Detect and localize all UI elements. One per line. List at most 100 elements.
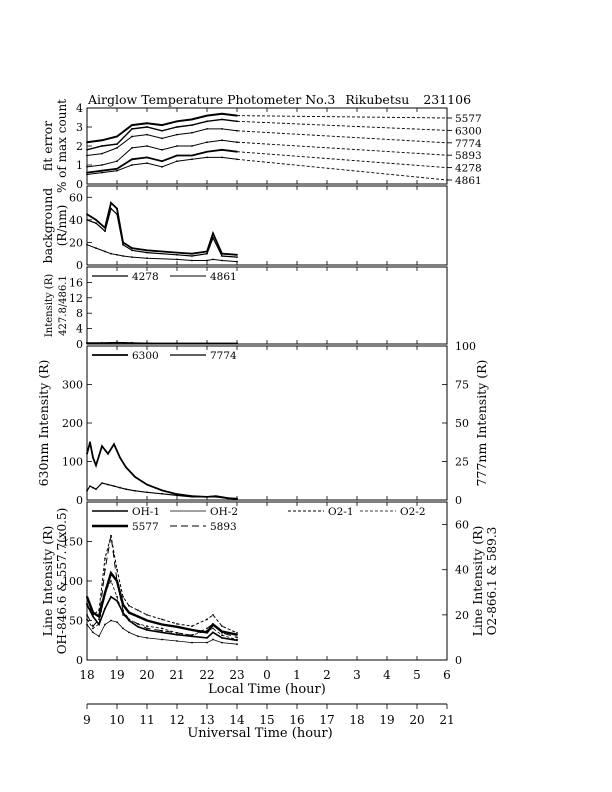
y-tick-label: 8 (76, 307, 83, 320)
data-point-7774 (113, 485, 115, 487)
right-series-label: 4278 (455, 163, 482, 175)
legend-label: OH-2 (210, 506, 238, 518)
data-point-7774 (236, 497, 238, 500)
data-point-c (191, 259, 193, 262)
data-point-O2-2 (116, 595, 118, 598)
data-point-6300 (131, 127, 133, 130)
data-point-6300 (92, 456, 94, 459)
data-point-a (131, 247, 133, 250)
local-tick-label: 22 (199, 668, 214, 682)
data-point-4861 (101, 171, 103, 174)
data-point-6300 (125, 466, 127, 469)
universal-tick-label: 18 (349, 713, 364, 727)
y-tick-label-right: 40 (455, 564, 469, 577)
data-point-7774 (119, 486, 121, 489)
data-point-7774 (86, 154, 88, 157)
data-point-4278 (86, 171, 88, 174)
y-axis-label: Line Intensity (R) (40, 526, 55, 637)
data-point-4861 (116, 341, 118, 344)
legend-label: 5577 (132, 521, 159, 533)
data-point-5577 (101, 139, 103, 142)
series-line-a (86, 201, 238, 256)
data-point-O2-2 (221, 634, 223, 637)
data-point-OH-2 (98, 635, 100, 638)
data-point-4861 (206, 342, 208, 345)
y-axis-label: Intensity (R) (44, 274, 55, 337)
data-point-4278 (191, 154, 193, 157)
local-tick-label: 20 (139, 668, 154, 682)
data-point-6300 (86, 148, 88, 151)
data-point-a (86, 213, 88, 216)
label-leader (236, 130, 448, 144)
data-point-O2-2 (236, 638, 238, 641)
data-point-5577 (236, 633, 238, 636)
data-point-OH-2 (86, 623, 88, 626)
data-point-5893 (176, 145, 178, 147)
data-point-4861 (116, 169, 118, 172)
local-tick-label: 2 (323, 668, 331, 682)
data-point-5577 (92, 611, 94, 614)
label-leader (236, 151, 448, 169)
y-tick-label: 150 (62, 536, 83, 549)
data-point-5577 (131, 124, 133, 126)
y-tick-label: 0 (76, 338, 83, 351)
data-point-c (131, 256, 133, 258)
y-tick-label-right: 50 (455, 417, 469, 430)
data-point-5577 (221, 112, 223, 115)
data-point-a (110, 202, 112, 204)
data-point-5893 (146, 627, 148, 630)
y-tick-label-right: 100 (455, 340, 476, 353)
data-point-O2-1 (221, 625, 223, 627)
data-point-O2-2 (86, 618, 88, 621)
data-point-4278 (161, 160, 163, 163)
series-line-6300 (86, 118, 238, 151)
y-axis-label-right: 777nm Intensity (R) (474, 360, 489, 487)
data-point-6300 (206, 120, 208, 123)
data-point-4861 (86, 173, 88, 176)
data-point-5893 (212, 623, 214, 625)
data-point-7774 (134, 489, 136, 492)
local-tick-label: 21 (169, 668, 184, 682)
data-point-c (110, 252, 112, 255)
data-point-a (116, 207, 118, 210)
universal-tick-label: 19 (379, 713, 394, 727)
data-point-O2-2 (110, 580, 112, 582)
data-point-O2-1 (104, 557, 106, 560)
label-leader (236, 141, 448, 156)
panel-intensity_4278_4861: 0 4 8 12 16 Intensity (R) 427.8/486.1 4278 4861 (44, 266, 448, 351)
data-point-7774 (176, 494, 178, 497)
local-tick-label: 18 (79, 668, 94, 682)
data-point-5577 (191, 629, 193, 631)
data-point-6300 (221, 118, 223, 121)
data-point-5893 (86, 614, 88, 616)
data-point-7774 (89, 485, 91, 487)
data-point-5893 (161, 148, 163, 151)
data-point-4861 (221, 156, 223, 159)
data-point-c (146, 257, 148, 260)
data-point-a (146, 249, 148, 252)
data-point-5577 (206, 114, 208, 117)
data-point-4278 (146, 156, 148, 159)
data-point-c (122, 255, 124, 257)
data-point-OH-2 (92, 631, 94, 634)
universal-tick-label: 16 (289, 713, 304, 727)
y-tick-label-right: 0 (455, 654, 462, 667)
data-point-5893 (176, 632, 178, 634)
data-point-O2-1 (128, 604, 130, 607)
legend-label: O2-2 (400, 506, 426, 518)
y-tick-label-right: 60 (455, 519, 469, 532)
data-point-OH-1 (161, 631, 163, 634)
data-point-5577 (137, 615, 139, 618)
data-point-5893 (92, 625, 94, 627)
data-point-7774 (161, 137, 163, 140)
legend-label: 7774 (210, 350, 237, 362)
y-tick-label: 12 (69, 292, 83, 305)
data-point-5577 (110, 572, 112, 574)
panel-frame (86, 345, 448, 501)
data-point-OH-1 (116, 599, 118, 602)
data-point-6300 (95, 464, 97, 467)
data-point-6300 (176, 126, 178, 128)
y-axis-label: (R/nm) (55, 205, 69, 247)
data-point-6300 (161, 489, 163, 492)
